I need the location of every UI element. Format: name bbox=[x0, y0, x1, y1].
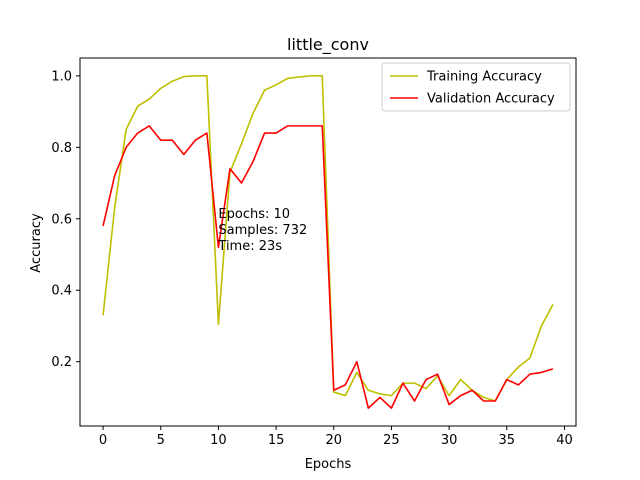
legend: Training Accuracy Validation Accuracy bbox=[381, 62, 571, 112]
x-tick-label: 35 bbox=[499, 433, 516, 448]
x-tick-label: 20 bbox=[325, 433, 342, 448]
x-tick-label: 40 bbox=[556, 433, 573, 448]
legend-label-validation-accuracy: Validation Accuracy bbox=[427, 92, 555, 107]
x-tick-label: 0 bbox=[99, 433, 107, 448]
legend-box bbox=[381, 62, 571, 112]
annotation-line: Time: 23s bbox=[217, 239, 282, 254]
y-tick-label: 1.0 bbox=[51, 69, 72, 84]
series-line-training-accuracy bbox=[102, 75, 554, 402]
annotation-line: Epochs: 10 bbox=[218, 207, 290, 222]
chart-title: little_conv bbox=[287, 35, 369, 55]
x-tick-label: 5 bbox=[157, 433, 165, 448]
y-tick-label: 0.6 bbox=[51, 212, 72, 227]
y-tick-label: 0.2 bbox=[51, 355, 72, 370]
x-axis-label: Epochs bbox=[305, 457, 352, 472]
axes-frame bbox=[79, 57, 577, 427]
y-tick-label: 0.4 bbox=[51, 284, 72, 299]
x-tick-label: 25 bbox=[383, 433, 400, 448]
legend-label-training-accuracy: Training Accuracy bbox=[426, 70, 542, 85]
y-axis-label: Accuracy bbox=[29, 213, 44, 273]
annotation-line: Samples: 732 bbox=[218, 223, 307, 238]
y-tick-label: 0.8 bbox=[51, 141, 72, 156]
x-tick-label: 10 bbox=[210, 433, 227, 448]
x-tick-label: 15 bbox=[268, 433, 285, 448]
plot-area: 0 5 10 15 20 25 30 35 40 0.2 0.4 0.6 0.8 1.0 Epochs: 1… bbox=[51, 57, 577, 448]
series-line-validation-accuracy bbox=[102, 125, 554, 409]
x-tick-label: 30 bbox=[441, 433, 458, 448]
